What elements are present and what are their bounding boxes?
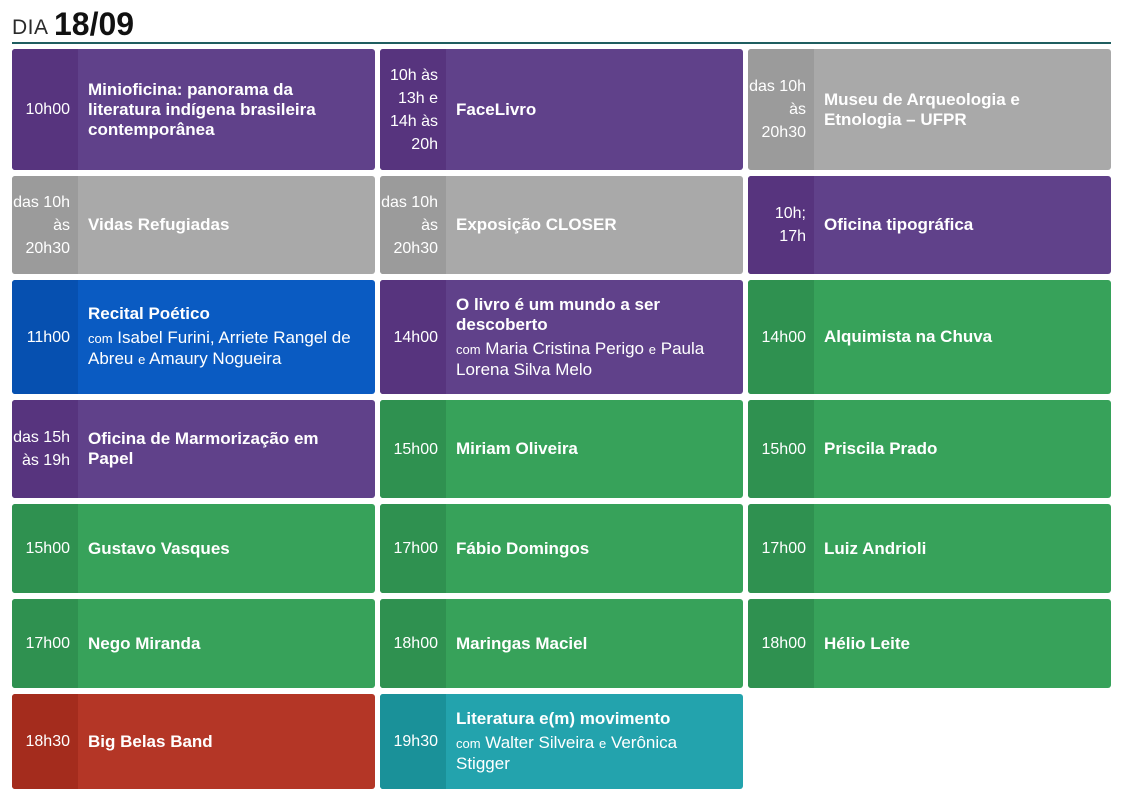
event-card[interactable]: 14h00 O livro é um mundo a ser descobert… [380,280,743,394]
day-date: 18/09 [54,6,135,42]
event-time: das 10h às 20h30 [380,176,446,274]
event-card[interactable]: 18h30 Big Belas Band [12,694,375,789]
event-title: Recital Poético [88,304,210,323]
event-time: 17h00 [12,599,78,688]
event-card[interactable]: 17h00 Nego Miranda [12,599,375,688]
event-time: 10h00 [12,49,78,170]
event-time: 15h00 [12,504,78,593]
event-card[interactable]: 14h00 Alquimista na Chuva [748,280,1111,394]
event-time: 19h30 [380,694,446,789]
event-time: 18h00 [748,599,814,688]
event-card[interactable]: 17h00 Fábio Domingos [380,504,743,593]
event-title: Luiz Andrioli [824,538,927,558]
event-card[interactable]: 15h00 Gustavo Vasques [12,504,375,593]
day-prefix: DIA [12,16,49,39]
event-title: Fábio Domingos [456,538,590,558]
event-time: 10h; 17h [748,176,814,274]
event-title: Exposição CLOSER [456,215,617,234]
event-title: Miriam Oliveira [456,439,578,458]
event-card[interactable]: 11h00 Recital Poético com Isabel Furini,… [12,280,375,394]
event-title: FaceLivro [456,99,537,119]
event-title: Museu de Arqueologia e Etnologia – UFPR [824,89,1020,129]
event-time: 11h00 [12,280,78,394]
event-time: 17h00 [380,504,446,593]
event-card[interactable]: das 10h às 20h30 Museu de Arqueologia e … [748,49,1111,170]
event-title: Gustavo Vasques [88,538,230,558]
event-title: O livro é um mundo a ser descoberto [456,294,661,334]
event-time: 15h00 [748,400,814,498]
event-time: 14h00 [380,280,446,394]
event-title: Maringas Maciel [456,633,588,653]
event-card[interactable]: 15h00 Priscila Prado [748,400,1111,498]
event-title: Vidas Refugiadas [88,215,230,234]
event-time: 17h00 [748,504,814,593]
event-card[interactable]: 10h às 13h e 14h às 20h FaceLivro [380,49,743,170]
event-card[interactable]: 15h00 Miriam Oliveira [380,400,743,498]
event-title: Hélio Leite [824,633,910,653]
event-title: Big Belas Band [88,731,213,751]
event-time: das 10h às 20h30 [12,176,78,274]
event-time: das 10h às 20h30 [748,49,814,170]
event-card[interactable]: 18h00 Maringas Maciel [380,599,743,688]
event-participants: com Walter Silveira e Verônica Stigger [456,733,678,773]
event-title: Minioficina: panorama da literatura indí… [88,79,316,139]
event-card[interactable]: das 15h às 19h Oficina de Marmorização e… [12,400,375,498]
event-card[interactable]: das 10h às 20h30 Vidas Refugiadas [12,176,375,274]
event-title: Nego Miranda [88,633,201,653]
event-title: Alquimista na Chuva [824,327,993,346]
event-title: Priscila Prado [824,439,938,458]
event-participants: com Maria Cristina Perigo e Paula Lorena… [456,338,705,379]
event-card[interactable]: 10h00 Minioficina: panorama da literatur… [12,49,375,170]
event-card[interactable]: 19h30 Literatura e(m) movimento com Walt… [380,694,743,789]
event-card[interactable]: 17h00 Luiz Andrioli [748,504,1111,593]
event-participants: com Isabel Furini, Arriete Rangel de Abr… [88,328,351,368]
event-time: 15h00 [380,400,446,498]
event-card[interactable]: das 10h às 20h30 Exposição CLOSER [380,176,743,274]
event-card[interactable]: 18h00 Hélio Leite [748,599,1111,688]
event-title: Literatura e(m) movimento [456,709,671,728]
day-header: DIA 18/09 [12,4,1111,44]
event-time: 18h00 [380,599,446,688]
event-time: 10h às 13h e 14h às 20h [380,49,446,170]
event-time: das 15h às 19h [12,400,78,498]
event-title: Oficina de Marmorização em Papel [88,429,319,468]
event-title: Oficina tipográfica [824,215,974,234]
event-time: 18h30 [12,694,78,789]
event-time: 14h00 [748,280,814,394]
event-card[interactable]: 10h; 17h Oficina tipográfica [748,176,1111,274]
